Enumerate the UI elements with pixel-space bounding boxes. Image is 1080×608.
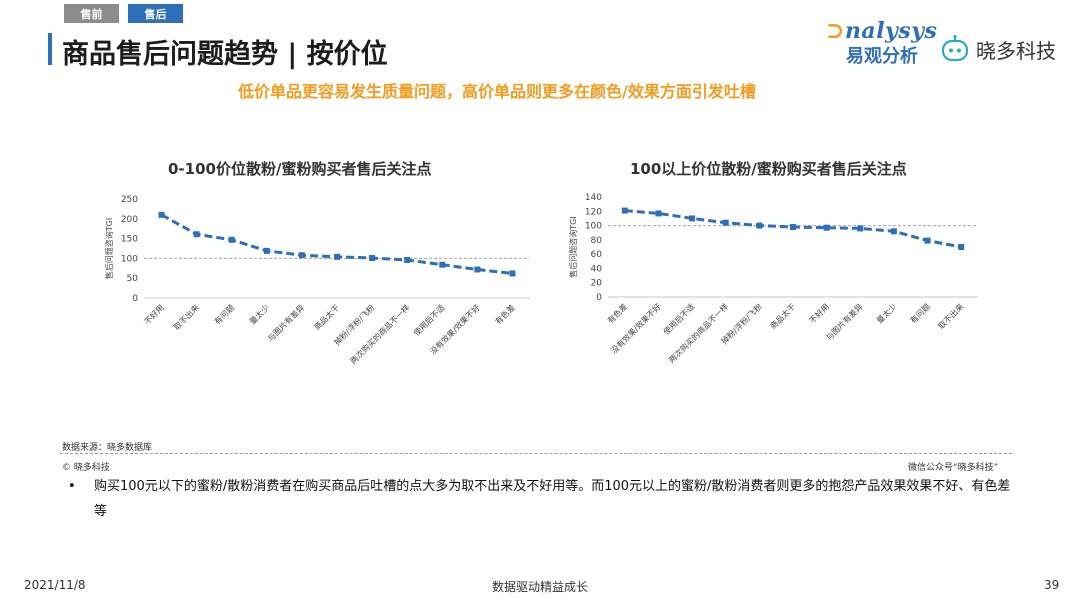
y-axis-label: 售后问题咨询TGI — [104, 218, 114, 279]
chart-2: 020406080100120140售后问题咨询TGI有色差没有效果/效果不好使… — [568, 193, 978, 365]
x-tick-label: 有色差 — [493, 302, 517, 326]
analysys-logo: ⊃nalysys 易观分析 — [826, 18, 938, 72]
y-tick-label: 0 — [596, 293, 602, 303]
data-point — [404, 256, 411, 263]
page-number: 39 — [1044, 578, 1060, 592]
data-point — [369, 255, 376, 262]
y-tick-label: 120 — [585, 207, 602, 217]
data-point — [655, 210, 662, 217]
x-tick-label: 商品太干 — [768, 301, 798, 331]
x-tick-label: 量太少 — [874, 301, 898, 325]
y-tick-label: 100 — [585, 222, 602, 232]
series-line — [160, 213, 513, 275]
divider — [60, 453, 1012, 454]
data-point — [263, 247, 270, 254]
x-tick-label: 取不出来 — [936, 301, 966, 331]
x-tick-label: 商品太干 — [312, 302, 342, 332]
xiaoduo-logo-text: 晓多科技 — [976, 38, 1056, 63]
data-point — [958, 244, 965, 250]
data-point — [158, 211, 165, 218]
headline: 低价单品更容易发生质量问题，高价单品则更多在颜色/效果方面引发吐槽 — [238, 82, 756, 101]
chart-1-title: 0-100价位散粉/蜜粉购买者售后关注点 — [168, 160, 432, 178]
y-tick-label: 150 — [121, 235, 138, 245]
footer-date: 2021/11/8 — [24, 578, 86, 592]
y-tick-label: 250 — [121, 195, 138, 205]
y-axis-label: 售后问题咨询TGI — [568, 216, 578, 277]
chart-2-title: 100以上价位散粉/蜜粉购买者售后关注点 — [630, 160, 907, 178]
x-tick-label: 使用后不适 — [661, 301, 696, 336]
data-point — [924, 237, 931, 244]
data-point — [193, 231, 200, 238]
y-tick-label: 40 — [591, 264, 603, 274]
wechat-note: 微信公众号“晓多科技” — [908, 463, 999, 473]
data-point — [621, 207, 628, 214]
x-tick-label: 两次购买的商品不一样 — [667, 301, 731, 365]
data-point — [334, 253, 340, 260]
y-tick-label: 0 — [132, 294, 138, 304]
tab-aftersale[interactable]: 售后 — [128, 4, 183, 23]
tab-presale[interactable]: 售前 — [64, 4, 119, 23]
footer-slogan: 数据驱动精益成长 — [492, 580, 589, 594]
y-tick-label: 80 — [591, 236, 603, 246]
y-tick-label: 100 — [121, 254, 138, 264]
data-point — [756, 222, 763, 229]
data-point — [228, 236, 235, 243]
x-tick-label: 不好用 — [142, 302, 166, 326]
analysys-logo-brand: ⊃nalysys — [826, 18, 938, 44]
data-point — [857, 225, 864, 232]
page-title: 商品售后问题趋势 | 按价位 — [62, 39, 388, 70]
title-accent-bar — [48, 33, 52, 65]
x-tick-label: 与图片有差异 — [265, 302, 306, 343]
x-tick-label: 有问题 — [908, 301, 932, 325]
x-tick-label: 使用后不适 — [411, 302, 446, 337]
data-point — [298, 252, 305, 259]
x-tick-label: 有色差 — [605, 301, 629, 325]
source-note: 数据来源：晓多数据库 — [62, 443, 153, 453]
data-point — [890, 228, 897, 235]
analysys-logo-cn: 易观分析 — [846, 46, 918, 67]
x-tick-label: 有问题 — [212, 302, 236, 326]
y-tick-label: 50 — [127, 274, 139, 284]
data-point — [722, 219, 729, 226]
bullet-dot: • — [68, 479, 76, 494]
bullet-text: 购买100元以下的蜜粉/散粉消费者在购买商品后吐槽的点大多为取不出来及不好用等。… — [94, 479, 1011, 519]
data-point — [823, 224, 830, 231]
robot-icon — [941, 34, 969, 62]
x-tick-label: 两次购买的商品不一样 — [348, 302, 412, 366]
y-tick-label: 200 — [121, 215, 138, 225]
data-point — [689, 215, 696, 222]
copyright: © 晓多科技 — [62, 463, 110, 473]
data-point — [474, 266, 481, 273]
y-tick-label: 20 — [591, 279, 603, 289]
xiaoduo-logo: 晓多科技 — [940, 34, 1056, 64]
x-tick-label: 取不出来 — [171, 302, 201, 332]
y-tick-label: 140 — [585, 193, 602, 203]
chart-1: 0 50 100 150 200 250 售后问题咨询TGI 不好用 取不出来 有问题 量太少与图片… — [104, 195, 530, 366]
data-point — [509, 270, 516, 277]
y-tick-label: 60 — [591, 250, 603, 260]
data-point — [439, 261, 446, 268]
x-tick-label: 不好用 — [807, 301, 831, 325]
x-tick-label: 量太少 — [247, 302, 271, 326]
data-point — [790, 224, 796, 230]
